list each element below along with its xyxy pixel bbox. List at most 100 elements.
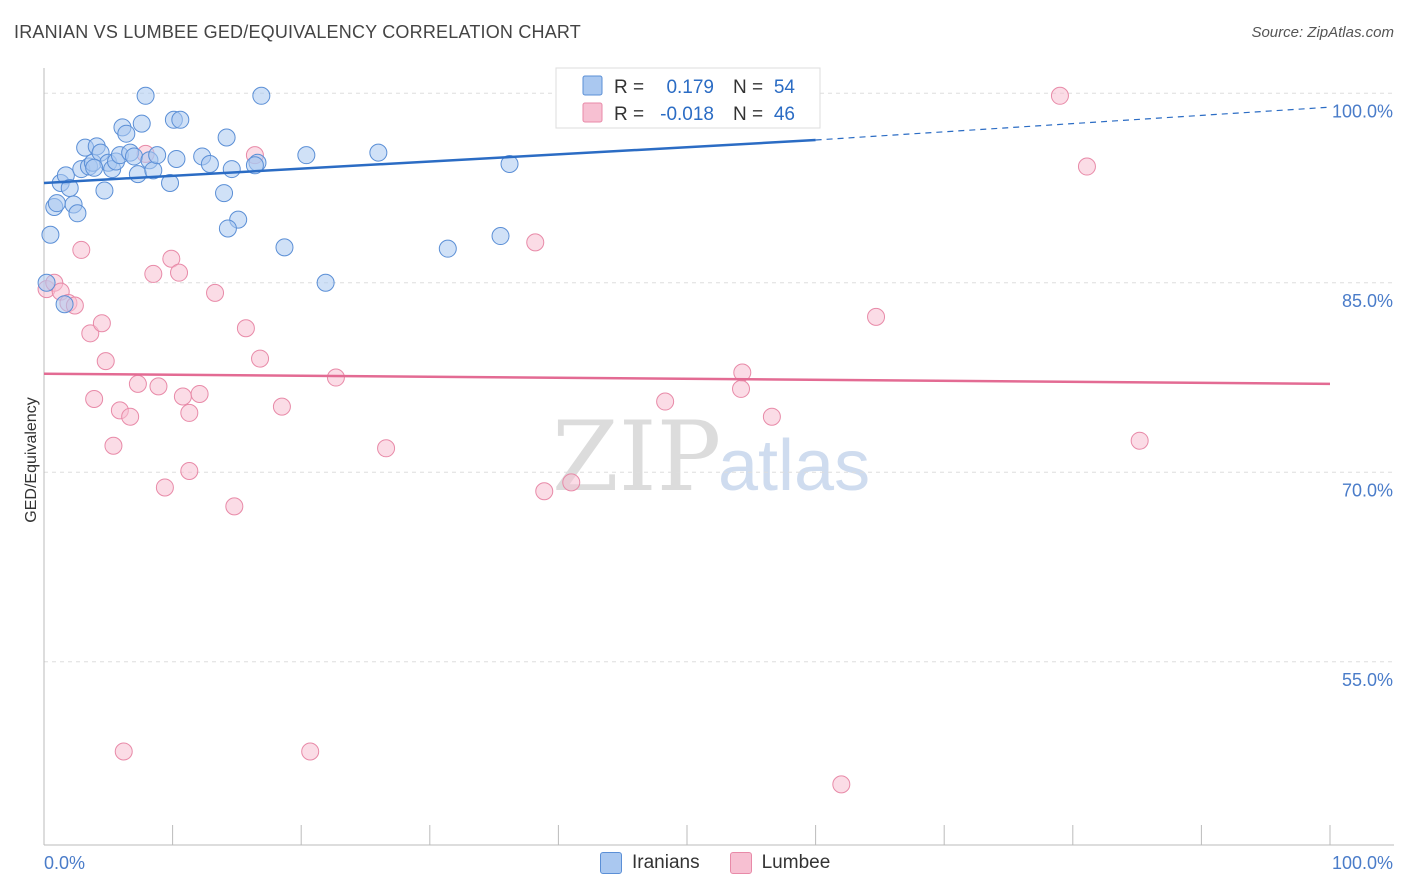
lumbee-point [535,482,554,501]
iranian-point [161,173,180,192]
legend-swatch-lumbee [582,102,603,123]
lumbee-point [867,307,886,326]
watermark-atlas: atlas [718,426,870,506]
lumbee-point [149,377,168,396]
iranian-point [132,114,151,133]
series-legend: Iranians Lumbee [600,852,830,874]
iranian-point [117,124,136,143]
y-axis-label: GED/Equivalency [23,397,40,522]
lumbee-point [326,368,345,387]
lumbee-point [190,384,209,403]
x-tick-marks [172,825,1331,845]
lumbee-point [656,392,675,411]
lumbee-point [81,324,100,343]
lumbee-point [114,742,133,761]
swatch-lumbee [729,852,752,874]
source-label: Source: ZipAtlas.com [1251,24,1394,41]
gridlines [44,92,1394,663]
iranian-point [491,227,510,246]
legend-label-lumbee: Lumbee [761,852,831,873]
legend-n-label-lumbee: N = [733,104,763,125]
legend-r-value-lumbee: -0.018 [660,104,714,125]
lumbee-point [170,263,189,282]
lumbee-point [72,240,91,259]
lumbee-trend-line [43,372,1331,386]
legend-r-label-lumbee: R = [614,104,644,125]
iranians-trend-extension [815,106,1331,141]
iranian-point [47,194,66,213]
correlation-legend: R = 0.179 N = 54 R = -0.018 N = 46 [555,67,821,129]
iranian-point [438,239,457,258]
lumbee-point [732,379,751,398]
lumbee-point [1130,431,1149,450]
y-tick-label: 85.0% [1342,291,1393,311]
legend-swatch-iranians [582,75,603,96]
iranian-point [215,184,234,203]
iranian-point [275,238,294,257]
lumbee-point [92,314,111,333]
y-tick-label: 100.0% [1332,101,1393,121]
legend-n-label-iranians: N = [733,77,763,98]
iranians-trend-line [43,138,816,185]
lumbee-point [206,283,225,302]
iranian-point [68,204,87,223]
iranian-point [316,273,335,292]
lumbee-point [128,374,147,393]
lumbee-point [173,387,192,406]
iranians-points [37,86,722,314]
iranian-point [297,146,316,165]
y-tick-label: 55.0% [1342,670,1393,690]
iranian-point [217,128,236,147]
lumbee-point [272,397,291,416]
lumbee-point [144,264,163,283]
lumbee-point [155,478,174,497]
legend-n-value-iranians: 54 [774,77,796,98]
x-tick-labels: 0.0% 100.0% [44,853,1393,873]
lumbee-point [96,352,115,371]
iranian-point [167,149,186,168]
watermark-zip: ZIP [552,401,721,513]
legend-item-iranians[interactable]: Iranians [600,852,700,874]
iranian-point [500,155,519,174]
legend-label-iranians: Iranians [632,852,700,873]
lumbee-point [526,233,545,252]
iranian-point [95,181,114,200]
lumbee-point [104,436,123,455]
legend-n-value-lumbee: 46 [774,104,795,125]
iranian-point [37,273,56,292]
iranian-point [125,147,144,166]
x-tick-label: 0.0% [44,853,85,873]
swatch-iranians [600,852,622,874]
legend-r-label-iranians: R = [614,77,644,98]
lumbee-point [180,462,199,481]
y-tick-label: 70.0% [1342,480,1393,500]
y-tick-labels: 100.0% 85.0% 70.0% 55.0% [1332,101,1393,690]
iranian-point [245,156,264,175]
iranian-point [128,165,147,184]
lumbee-point [1050,86,1069,105]
x-tick-label: 100.0% [1332,853,1393,873]
lumbee-point [762,407,781,426]
lumbee-point [180,403,199,422]
iranian-point [171,110,190,129]
iranian-point [55,295,74,314]
iranian-point [85,158,104,177]
lumbee-point [121,407,140,426]
iranian-point [148,146,167,165]
iranian-point [136,86,155,105]
lumbee-point [85,390,104,409]
lumbee-point [236,319,255,338]
lumbee-point [1077,157,1096,176]
trend-lines [43,106,1331,386]
legend-item-lumbee[interactable]: Lumbee [729,852,831,874]
lumbee-point [162,249,181,268]
iranian-point [369,143,388,162]
lumbee-point [301,742,320,761]
lumbee-point [562,473,581,492]
iranian-point [222,160,241,179]
legend-r-value-iranians: 0.179 [666,77,714,98]
chart-title: IRANIAN VS LUMBEE GED/EQUIVALENCY CORREL… [14,22,581,42]
lumbee-point [225,497,244,516]
iranian-point [218,219,237,238]
